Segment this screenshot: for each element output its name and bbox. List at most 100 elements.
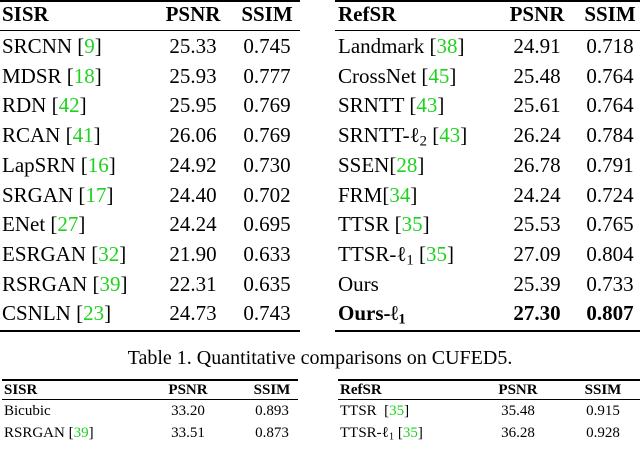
psnr-value: 25.53: [513, 212, 561, 237]
ssim-value: 0.702: [243, 182, 291, 207]
method-text: ]: [94, 34, 102, 58]
ssim-value: 0.724: [586, 182, 634, 207]
method-text: [: [394, 425, 403, 441]
method-text: CSNLN [: [2, 301, 84, 326]
psnr-value: 26.78: [513, 152, 561, 177]
column-header: RefSR: [338, 2, 397, 26]
column-header: SSIM: [584, 2, 636, 26]
method-name: ENet [27]: [2, 210, 85, 238]
method-text: ]: [447, 241, 454, 266]
method-name: Bicubic: [4, 401, 51, 421]
psnr-value: 24.24: [169, 212, 217, 237]
ssim-value: 0.915: [586, 403, 620, 419]
citation: 43: [416, 93, 438, 118]
method-text: ]: [417, 425, 423, 441]
column-header: SSIM: [584, 382, 622, 398]
citation: 35: [389, 403, 405, 419]
table-rule: [2, 379, 298, 381]
method-text: LapSRN [: [2, 152, 88, 177]
ssim-value: 0.764: [586, 63, 634, 88]
psnr-value: 26.24: [513, 123, 561, 148]
method-name: LapSRN [16]: [2, 151, 116, 179]
citation: 35: [402, 425, 418, 441]
method-text: MDSR [: [2, 63, 74, 88]
ssim-value: 0.633: [243, 241, 291, 266]
method-name: RSRGAN [39]: [2, 270, 127, 298]
method-text: ]: [457, 34, 465, 58]
citation: 42: [58, 93, 80, 118]
ssim-value: 0.784: [586, 123, 634, 148]
citation: 45: [428, 63, 450, 88]
method-text: ]: [460, 123, 468, 148]
method-text: Landmark [: [338, 34, 437, 58]
method-text: FRM[: [338, 182, 390, 207]
method-text: SRNTT [: [338, 93, 417, 118]
ssim-value: 0.777: [243, 63, 291, 88]
psnr-value: 35.48: [501, 403, 535, 419]
table-rule: [335, 0, 640, 2]
citation: 32: [98, 241, 120, 266]
method-name: SRGAN [17]: [2, 181, 113, 209]
method-text: ]: [104, 301, 112, 326]
method-name: RCAN [41]: [2, 121, 101, 149]
psnr-value: 25.93: [169, 63, 217, 88]
method-text: RSRGAN [: [2, 271, 100, 296]
method-text: SRCNN [: [2, 34, 85, 58]
method-name: TTSR-ℓ1 [35]: [340, 423, 423, 443]
ssim-value: 0.764: [586, 93, 634, 118]
table-rule: [338, 399, 640, 400]
column-header: SSIM: [241, 2, 293, 26]
method-name: SRNTT-ℓ2 [43]: [338, 121, 467, 149]
method-text: RDN [: [2, 93, 59, 118]
psnr-value: 24.73: [169, 301, 217, 326]
method-name: TTSR [35]: [340, 401, 409, 421]
ssim-value: 0.769: [243, 93, 291, 118]
method-text: TTSR-ℓ: [340, 425, 389, 441]
citation: 38: [436, 34, 458, 58]
method-text: ]: [422, 212, 430, 237]
ssim-value: 0.743: [243, 301, 291, 326]
method-name: RDN [42]: [2, 91, 87, 119]
method-text: Ours-ℓ: [338, 301, 399, 326]
method-text: ]: [88, 425, 94, 441]
column-header: PSNR: [498, 382, 538, 398]
psnr-value: 33.20: [171, 403, 205, 419]
psnr-value: 24.92: [169, 152, 217, 177]
ssim-value: 0.928: [586, 425, 620, 441]
table-rule: [2, 399, 298, 400]
psnr-value: 24.40: [169, 182, 217, 207]
subscript: 1: [398, 311, 406, 328]
citation: 39: [73, 425, 89, 441]
psnr-value: 25.39: [513, 271, 561, 296]
method-text: ]: [93, 123, 101, 148]
ssim-value: 0.769: [243, 123, 291, 148]
method-name: TTSR [35]: [338, 210, 430, 238]
citation: 16: [87, 152, 109, 177]
column-header: SISR: [2, 2, 49, 26]
method-text: RCAN [: [2, 123, 73, 148]
method-name: Ours-ℓ1: [338, 299, 406, 327]
ssim-value: 0.695: [243, 212, 291, 237]
citation: 39: [99, 271, 121, 296]
method-text: ESRGAN [: [2, 241, 99, 266]
method-text: Bicubic: [4, 403, 51, 419]
psnr-value: 25.61: [513, 93, 561, 118]
psnr-value: 25.33: [169, 34, 217, 58]
method-text: ]: [94, 63, 102, 88]
column-header: SISR: [4, 382, 38, 398]
column-header: RefSR: [340, 382, 382, 398]
citation: 17: [85, 182, 107, 207]
psnr-value: 27.09: [513, 241, 561, 266]
method-text: SSEN[: [338, 152, 397, 177]
method-name: Landmark [38]: [338, 32, 465, 60]
ssim-value: 0.804: [586, 241, 634, 266]
psnr-value: 24.24: [513, 182, 561, 207]
method-text: [: [413, 241, 426, 266]
citation: 18: [73, 63, 95, 88]
method-text: ENet [: [2, 212, 58, 237]
citation: 35: [401, 212, 423, 237]
column-header: PSNR: [509, 2, 565, 26]
method-text: RSRGAN [: [4, 425, 74, 441]
psnr-value: 25.48: [513, 63, 561, 88]
